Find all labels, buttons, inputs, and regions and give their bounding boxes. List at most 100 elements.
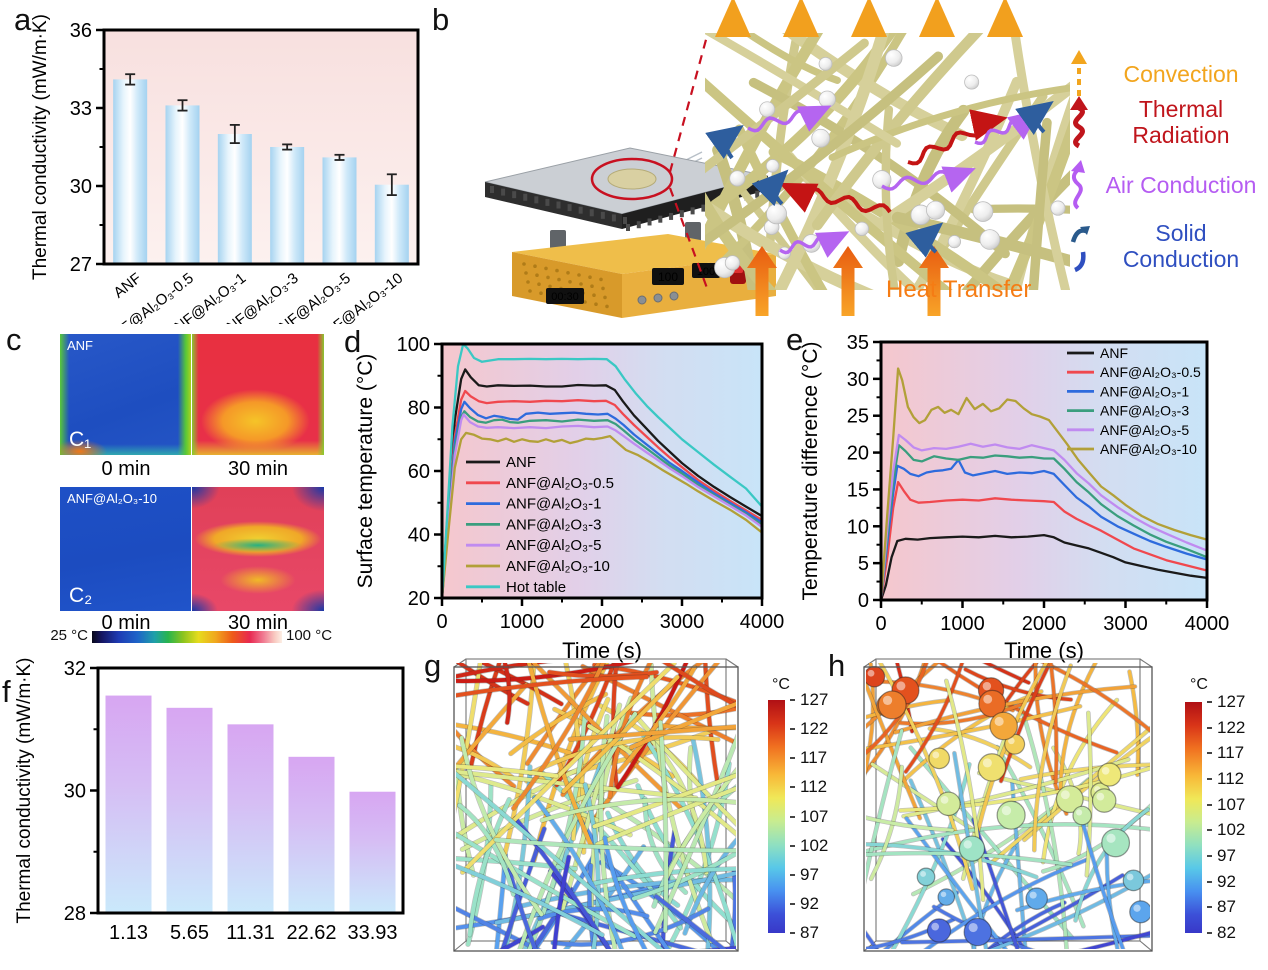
svg-text:100: 100 — [397, 334, 430, 356]
vent-grid — [490, 186, 770, 231]
svg-text:3000: 3000 — [660, 611, 705, 633]
svg-text:3000: 3000 — [1103, 613, 1148, 635]
svg-text:ANF@Al₂O₃-10: ANF@Al₂O₃-10 — [1100, 441, 1197, 457]
panel-h-colorbar — [1185, 702, 1202, 933]
legend-label-thermal-radiation: Thermal Radiation — [1132, 96, 1230, 148]
air-conduction-wave-icon — [1071, 160, 1085, 210]
thermal-image-anf-al2o3-0min: ANF@Al₂O₃-10 C₂ — [60, 487, 191, 611]
zoom-circle — [590, 157, 674, 201]
svg-text:5: 5 — [858, 553, 869, 575]
legend-label-convection: Convection — [1123, 61, 1239, 87]
svg-text:ANF@Al₂O₃-5: ANF@Al₂O₃-5 — [1100, 422, 1189, 438]
panel-h-colorbar-ticks: 127 122 117 112 107 102 97 92 87 82 — [1206, 693, 1257, 942]
svg-text:4000: 4000 — [1185, 613, 1230, 635]
time-label: 0 min — [101, 612, 151, 634]
temperature-display — [652, 268, 684, 285]
svg-text:2000: 2000 — [1022, 613, 1067, 635]
panel-label-b: b — [432, 2, 450, 37]
svg-text:30: 30 — [847, 369, 869, 391]
time-label: 0 min — [101, 458, 151, 480]
thermal-image-anf-al2o3-30min — [192, 487, 324, 611]
legend-label-air-conduction: Air Conduction — [1105, 172, 1257, 198]
svg-text:0: 0 — [875, 613, 886, 635]
colorbar-tick-label: 122 — [1206, 717, 1246, 737]
subpanel-tag: C₂ — [69, 584, 93, 607]
thermal-colorbar-max: 100 °C — [286, 627, 333, 644]
legend-item-convection: Convection — [1066, 48, 1266, 100]
svg-text:ANF@Al₂O₃-5: ANF@Al₂O₃-5 — [506, 537, 602, 554]
colorbar-tick-label: 92 — [1207, 871, 1236, 891]
timer-display — [546, 288, 584, 304]
setpoint-display-value: 100 — [697, 266, 715, 278]
controller-top — [512, 234, 776, 274]
panel-g-colorbar-ticks: 127 122 117 112 107 102 97 92 87 — [789, 691, 840, 942]
svg-text:33: 33 — [70, 98, 92, 120]
legend-item-thermal-radiation: Thermal Radiation — [1066, 94, 1266, 150]
svg-text:1.13: 1.13 — [109, 922, 148, 944]
sample-on-plate — [607, 168, 657, 190]
svg-text:Thermal conductivity (mW/m·K): Thermal conductivity (mW/m·K) — [14, 657, 35, 923]
svg-text:1000: 1000 — [940, 613, 985, 635]
panel-a-bar-chart: ANFANF@Al₂O₃-0.5ANF@Al₂O₃-1ANF@Al₂O₃-3AN… — [30, 14, 420, 324]
svg-text:40: 40 — [408, 525, 430, 547]
heat-transfer-label: Heat Transfer — [886, 276, 1032, 303]
svg-text:ANF@Al₂O₃-0.5: ANF@Al₂O₃-0.5 — [1100, 364, 1201, 380]
thermal-image-anf-30min — [192, 334, 324, 455]
svg-text:60: 60 — [408, 461, 430, 483]
panel-g-fiber-simulation — [453, 658, 739, 952]
svg-text:ANF@Al₂O₃-3: ANF@Al₂O₃-3 — [1100, 403, 1189, 419]
colorbar-tick-label: 122 — [789, 719, 829, 739]
svg-text:0: 0 — [436, 611, 447, 633]
svg-text:Surface temperature (°C): Surface temperature (°C) — [354, 354, 377, 589]
panel-label-c: c — [6, 322, 22, 357]
colorbar-tick-label: 107 — [789, 806, 829, 826]
svg-text:22.62: 22.62 — [286, 922, 336, 944]
colorbar-tick-label: 112 — [1206, 769, 1245, 788]
svg-text:32: 32 — [64, 658, 86, 680]
svg-text:20: 20 — [847, 443, 869, 465]
heat-flow-arrows — [705, 0, 1054, 316]
panel-g-colorbar-unit: °C — [772, 676, 790, 693]
colorbar-tick-label: 92 — [790, 893, 819, 913]
svg-text:20: 20 — [408, 588, 430, 610]
hot-plate-leg — [550, 230, 566, 250]
colorbar-tick-label: 117 — [1206, 743, 1245, 763]
svg-text:1000: 1000 — [500, 611, 545, 633]
svg-text:25: 25 — [847, 406, 869, 428]
svg-text:36: 36 — [70, 20, 92, 42]
zoom-connector-line — [668, 35, 709, 173]
panel-g-colorbar — [768, 700, 785, 933]
thermal-image-anf-0min: ANF C₁ — [60, 334, 191, 455]
svg-text:ANF: ANF — [1100, 345, 1128, 361]
svg-text:30: 30 — [64, 781, 86, 803]
panel-h-colorbar-unit: °C — [1190, 676, 1208, 693]
convection-arrow-icon — [1071, 50, 1087, 96]
colorbar-tick-label: 127 — [789, 690, 829, 709]
panel-label-e: e — [786, 322, 804, 357]
svg-text:27: 27 — [70, 254, 92, 276]
subpanel-tag: C₁ — [69, 428, 92, 451]
fiber-network-closeup — [705, 33, 1070, 290]
colorbar-tick-label: 112 — [789, 777, 828, 797]
svg-text:Temperature difference (°C): Temperature difference (°C) — [799, 342, 822, 601]
legend-item-air-conduction: Air Conduction — [1066, 158, 1266, 212]
svg-text:Hot table: Hot table — [506, 579, 566, 596]
svg-text:15: 15 — [847, 479, 869, 501]
svg-text:4000: 4000 — [740, 611, 785, 633]
svg-text:30: 30 — [70, 176, 92, 198]
panel-label-a: a — [14, 2, 32, 37]
svg-text:ANF@Al₂O₃-3: ANF@Al₂O₃-3 — [506, 516, 602, 533]
svg-text:80: 80 — [408, 398, 430, 420]
colorbar-tick-label: 97 — [1207, 846, 1236, 865]
panel-h-fiber-particle-simulation — [863, 658, 1153, 952]
svg-text:ANF: ANF — [111, 270, 145, 302]
control-knob — [669, 291, 679, 301]
panel-b-schematic: 100 100 00:30 — [484, 0, 1070, 318]
svg-text:33.93: 33.93 — [347, 922, 397, 944]
colorbar-tick-label: 107 — [1206, 794, 1246, 814]
svg-text:Thermal conductivity (mW/m·K): Thermal conductivity (mW/m·K) — [30, 14, 51, 280]
sample-name-label: ANF@Al₂O₃-10 — [67, 491, 157, 506]
